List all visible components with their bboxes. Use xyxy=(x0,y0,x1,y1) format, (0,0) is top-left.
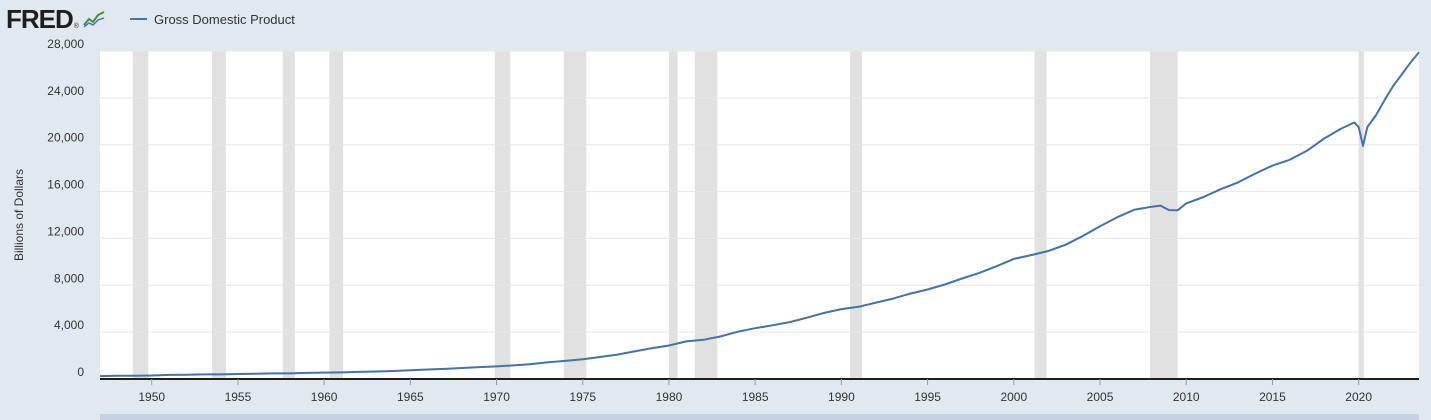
x-tick-label: 1990 xyxy=(828,390,855,404)
y-tick-label: 8,000 xyxy=(54,271,84,285)
y-axis: 0 4,000 8,000 12,000 16,000 20,000 24,000 28,00… xyxy=(47,37,84,379)
x-tick-label: 1980 xyxy=(656,390,683,404)
fred-logo[interactable]: FRED ® xyxy=(6,4,106,34)
y-axis-label: Billions of Dollars xyxy=(12,168,26,262)
legend[interactable]: Gross Domestic Product xyxy=(130,10,295,28)
legend-swatch xyxy=(130,18,147,20)
recession-band xyxy=(1034,51,1047,379)
x-tick-label: 1950 xyxy=(138,390,165,404)
x-tick-label: 1965 xyxy=(397,390,424,404)
recession-shading xyxy=(132,51,1364,379)
x-tick-label: 1970 xyxy=(483,390,510,404)
x-tick-label: 2010 xyxy=(1173,390,1200,404)
y-tick-label: 24,000 xyxy=(47,84,84,98)
recession-band xyxy=(329,51,344,379)
x-tick-label: 2015 xyxy=(1259,390,1286,404)
x-tick-label: 2020 xyxy=(1345,390,1372,404)
fred-logo-text: FRED xyxy=(6,3,74,34)
legend-label: Gross Domestic Product xyxy=(154,11,295,27)
recession-band xyxy=(132,51,149,379)
recession-band xyxy=(212,51,226,379)
recession-band xyxy=(563,51,587,379)
x-tick-label: 1995 xyxy=(914,390,941,404)
recession-band xyxy=(1358,51,1364,379)
x-tick-label: 1985 xyxy=(742,390,769,404)
recession-band xyxy=(1150,51,1178,379)
y-tick-label: 0 xyxy=(77,365,84,379)
y-tick-label: 20,000 xyxy=(47,131,84,145)
series-lines xyxy=(99,51,1420,378)
x-axis: 1950 1955 1960 1965 1970 1975 1980 1985 1990 1995… xyxy=(100,378,1419,404)
recession-band xyxy=(282,51,295,379)
y-tick-label: 12,000 xyxy=(47,224,84,238)
y-tick-label: 16,000 xyxy=(47,178,84,192)
fred-registered-mark: ® xyxy=(73,22,79,30)
plot-area xyxy=(100,51,1419,379)
y-tick-label: 4,000 xyxy=(54,318,84,332)
x-tick-label: 1960 xyxy=(311,390,338,404)
x-tick-label: 2000 xyxy=(1000,390,1027,404)
fred-chart-icon xyxy=(81,9,106,29)
y-tick-label: 28,000 xyxy=(47,37,84,51)
y-grid xyxy=(100,50,1419,333)
recession-band xyxy=(694,51,718,379)
series-line-gdp xyxy=(99,51,1420,378)
range-navigator[interactable] xyxy=(100,414,1419,420)
recession-band xyxy=(668,51,678,379)
x-tick-label: 2005 xyxy=(1087,390,1114,404)
recession-band xyxy=(850,51,863,379)
recession-band xyxy=(494,51,511,379)
x-tick-label: 1955 xyxy=(225,390,252,404)
x-tick-label: 1975 xyxy=(569,390,596,404)
